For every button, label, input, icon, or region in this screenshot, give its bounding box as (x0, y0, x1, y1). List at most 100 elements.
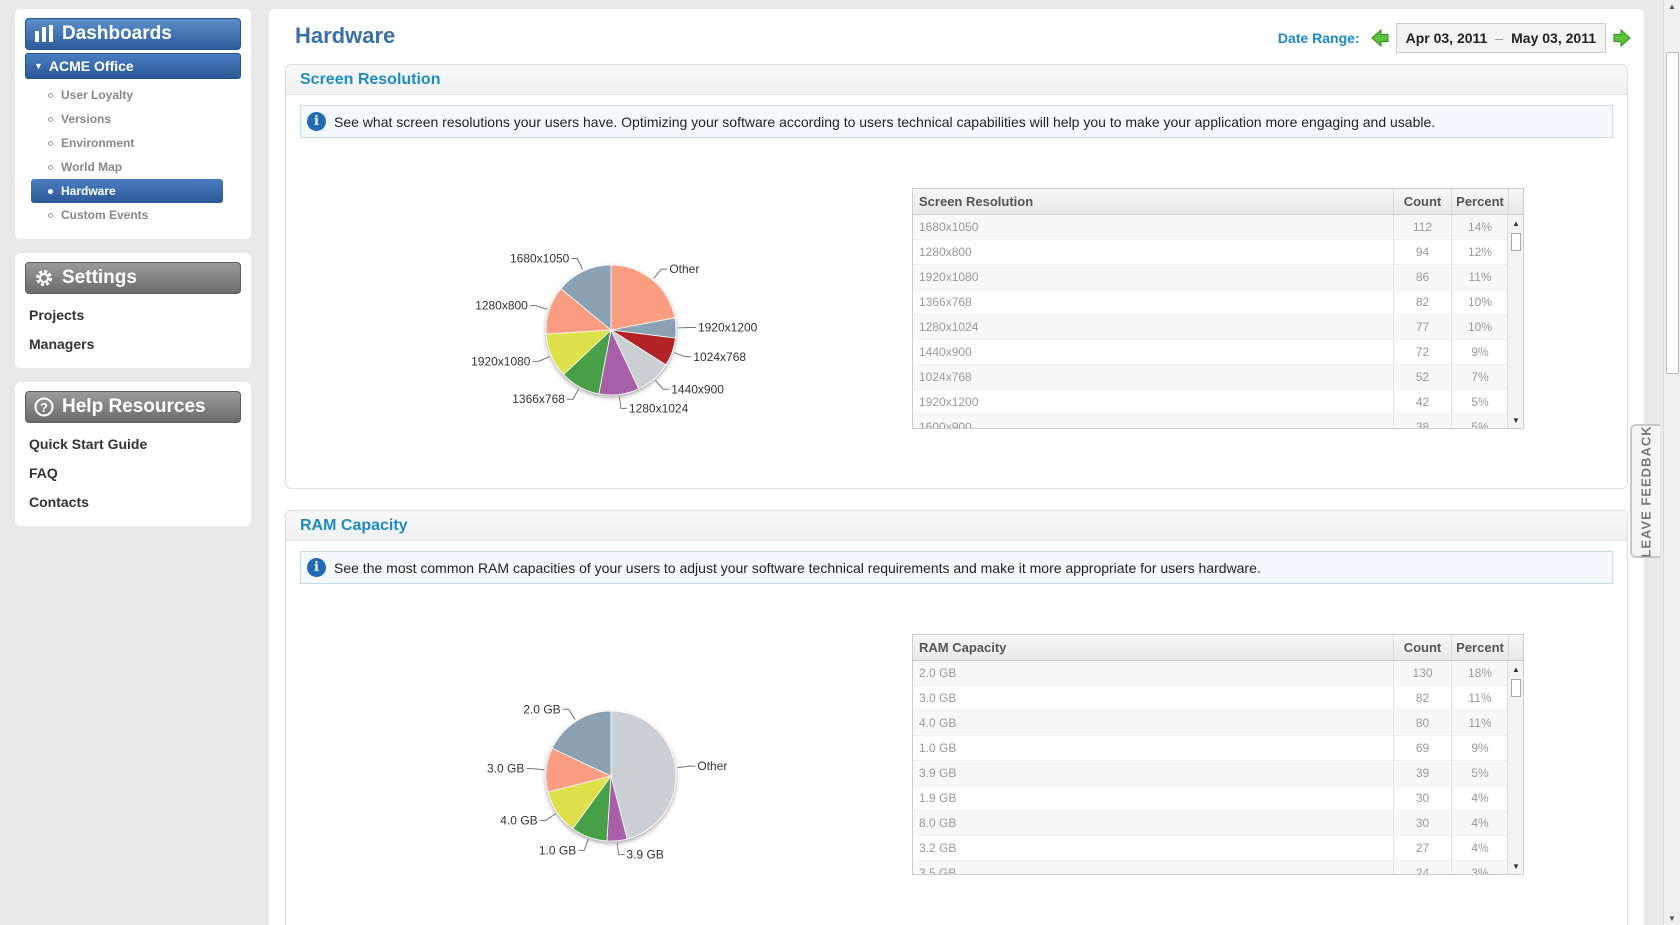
table-row[interactable]: 1.0 GB 69 9% (913, 736, 1523, 761)
table-body: 1680x1050 112 14% 1280x800 94 12% 1920x1080 86 1… (913, 215, 1523, 428)
arrow-left-icon[interactable] (1370, 28, 1390, 48)
column-header[interactable]: Percent (1452, 189, 1509, 214)
table-cell: 3% (1452, 861, 1509, 874)
scroll-thumb[interactable] (1511, 233, 1521, 251)
table-cell: 42 (1394, 390, 1452, 414)
link-projects[interactable]: Projects (29, 306, 85, 323)
table-scrollbar[interactable]: ▲ ▼ (1507, 661, 1523, 874)
scroll-thumb[interactable] (1511, 679, 1521, 697)
table-cell: 7% (1452, 365, 1509, 389)
table-cell: 38 (1394, 415, 1452, 428)
pie-label: 2.0 GB (523, 702, 560, 716)
column-header[interactable]: Screen Resolution (913, 189, 1394, 214)
table-cell: 69 (1394, 736, 1452, 760)
date-range: Date Range: Apr 03, 2011 – May 03, 2011 (1278, 23, 1632, 53)
pie-slice[interactable] (551, 710, 612, 777)
link-contacts[interactable]: Contacts (29, 493, 89, 510)
pie-label-leader (653, 268, 668, 279)
table-row[interactable]: 3.2 GB 27 4% (913, 836, 1523, 861)
scroll-thumb[interactable] (1666, 52, 1679, 374)
table-cell: 39 (1394, 761, 1452, 785)
scroll-down-icon[interactable]: ▼ (1512, 861, 1520, 871)
column-header[interactable]: Count (1394, 635, 1452, 660)
arrow-right-icon[interactable] (1612, 28, 1632, 48)
triangle-down-icon: ▼ (34, 61, 43, 71)
dashboards-title: Dashboards (62, 23, 172, 44)
feedback-label: LEAVE FEEDBACK (1638, 424, 1654, 558)
nav-item-environment[interactable]: Environment (31, 131, 241, 155)
table-scrollbar[interactable]: ▲ ▼ (1507, 215, 1523, 428)
help-header[interactable]: ? Help Resources (25, 391, 241, 423)
table-row[interactable]: 1.9 GB 30 4% (913, 786, 1523, 811)
scroll-up-icon[interactable]: ▲ (1512, 664, 1520, 674)
nav-item-hardware[interactable]: Hardware (31, 179, 223, 203)
scroll-up-icon[interactable]: ▲ (1512, 218, 1520, 228)
dashboards-panel: Dashboards ▼ ACME Office User Loyalty Ve… (15, 9, 251, 239)
table-row[interactable]: 1440x900 72 9% (913, 340, 1523, 365)
info-icon: i (307, 558, 326, 577)
info-box: i See the most common RAM capacities of … (300, 551, 1613, 584)
table-row[interactable]: 3.0 GB 82 11% (913, 686, 1523, 711)
table-row[interactable]: 3.9 GB 39 5% (913, 761, 1523, 786)
nav-item-versions[interactable]: Versions (31, 107, 241, 131)
nav-item-custom-events[interactable]: Custom Events (31, 203, 241, 227)
pie-label: 1920x1080 (471, 354, 531, 368)
section-title: RAM Capacity (286, 511, 1627, 541)
pie-slice[interactable] (560, 264, 612, 331)
table-cell: 82 (1394, 686, 1452, 710)
table-cell: 24 (1394, 861, 1452, 874)
column-header[interactable]: Percent (1452, 635, 1509, 660)
table-cell: 10% (1452, 290, 1509, 314)
pie-label-leader (677, 765, 696, 769)
page-scrollbar[interactable]: ▲ ▼ (1663, 0, 1680, 925)
table-cell: 3.0 GB (913, 686, 1394, 710)
table-cell: 4.0 GB (913, 711, 1394, 735)
link-faq[interactable]: FAQ (29, 464, 58, 481)
table-row[interactable]: 1280x800 94 12% (913, 240, 1523, 265)
table-cell: 4% (1452, 836, 1509, 860)
table-row[interactable]: 1680x1050 112 14% (913, 215, 1523, 240)
table-row[interactable]: 1920x1080 86 11% (913, 265, 1523, 290)
table-cell: 82 (1394, 290, 1452, 314)
pie-label-leader (571, 258, 583, 270)
table-cell: 4% (1452, 811, 1509, 835)
scroll-up-icon[interactable]: ▲ (1668, 2, 1676, 11)
pie-slice[interactable] (610, 710, 677, 840)
table-row[interactable]: 3.5 GB 24 3% (913, 861, 1523, 874)
ram-capacity-table: RAM Capacity Count Percent 2.0 GB 130 18% 3… (912, 634, 1524, 875)
table-row[interactable]: 4.0 GB 80 11% (913, 711, 1523, 736)
group-acme-office[interactable]: ▼ ACME Office (25, 53, 241, 79)
pie-slice[interactable] (610, 264, 676, 331)
bullet-icon (48, 116, 53, 122)
nav-label: Hardware (61, 184, 116, 198)
column-header[interactable]: RAM Capacity (913, 635, 1394, 660)
scroll-down-icon[interactable]: ▼ (1668, 914, 1676, 923)
table-cell: 30 (1394, 786, 1452, 810)
table-row[interactable]: 1920x1200 42 5% (913, 390, 1523, 415)
nav-label: Custom Events (61, 208, 149, 222)
screen-resolution-table: Screen Resolution Count Percent 1680x105… (912, 188, 1524, 429)
column-header[interactable]: Count (1394, 189, 1452, 214)
bullet-icon (48, 140, 53, 146)
table-cell: 5% (1452, 390, 1509, 414)
scroll-down-icon[interactable]: ▼ (1512, 415, 1520, 425)
settings-header[interactable]: Settings (25, 262, 241, 294)
table-cell: 2.0 GB (913, 661, 1394, 685)
link-quick-start-guide[interactable]: Quick Start Guide (29, 435, 148, 452)
table-row[interactable]: 1280x1024 77 10% (913, 315, 1523, 340)
nav-item-user-loyalty[interactable]: User Loyalty (31, 83, 241, 107)
table-row[interactable]: 2.0 GB 130 18% (913, 661, 1523, 686)
table-row[interactable]: 1600x900 38 5% (913, 415, 1523, 428)
leave-feedback-tab[interactable]: LEAVE FEEDBACK (1630, 424, 1660, 558)
table-cell: 30 (1394, 811, 1452, 835)
nav-item-world-map[interactable]: World Map (31, 155, 241, 179)
pie-label-leader (616, 842, 625, 856)
table-row[interactable]: 8.0 GB 30 4% (913, 811, 1523, 836)
table-row[interactable]: 1366x768 82 10% (913, 290, 1523, 315)
dashboards-header[interactable]: Dashboards (25, 18, 241, 50)
table-row[interactable]: 1024x768 52 7% (913, 365, 1523, 390)
link-managers[interactable]: Managers (29, 335, 95, 352)
table-cell: 52 (1394, 365, 1452, 389)
date-range-picker[interactable]: Apr 03, 2011 – May 03, 2011 (1395, 23, 1606, 53)
table-cell: 1024x768 (913, 365, 1394, 389)
